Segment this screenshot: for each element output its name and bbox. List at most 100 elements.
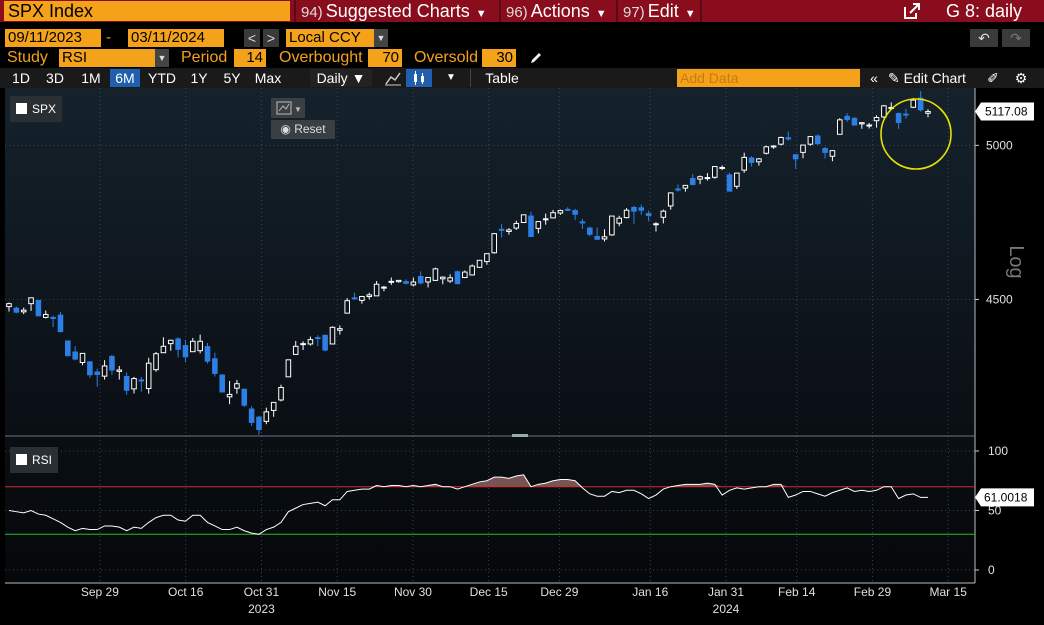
x-tick-label: Nov 15	[318, 585, 356, 599]
candle-body	[212, 358, 218, 374]
next-period-button[interactable]: >	[263, 29, 279, 47]
candle-body	[513, 222, 520, 229]
candle-body	[234, 383, 240, 389]
collapse-icon[interactable]: «	[870, 70, 878, 86]
candle-body	[903, 113, 909, 116]
candle-body	[653, 223, 659, 226]
edit-menu[interactable]: 97) Edit ▼	[623, 0, 696, 22]
candle-body	[395, 279, 402, 283]
range-button-ytd[interactable]: YTD	[148, 70, 176, 86]
legend-label: SPX	[32, 102, 57, 116]
candle-body	[836, 119, 843, 135]
candle-body	[866, 124, 872, 127]
last-price-tag	[975, 102, 1034, 121]
pencil-icon[interactable]	[528, 50, 544, 66]
candle-body	[638, 207, 645, 211]
candle-body	[616, 217, 622, 224]
candle-body	[329, 326, 336, 345]
study-select[interactable]: RSI	[59, 49, 155, 67]
candlestick-icon[interactable]	[406, 69, 432, 87]
candle-body	[417, 276, 424, 284]
plot-area[interactable]	[5, 88, 975, 583]
candle-body	[587, 227, 593, 235]
candle-body	[601, 236, 608, 240]
candle-body	[778, 136, 784, 145]
overbought-input[interactable]: 70	[368, 49, 402, 67]
candle-body	[381, 286, 387, 289]
rsi-legend[interactable]: RSI	[10, 447, 59, 473]
x-year-label: 2024	[713, 602, 740, 616]
chart-toolbar: 1D 3D 1M 6M YTD 1Y 5Y Max Daily ▼ ▼ Table Add D…	[0, 68, 1044, 88]
candle-body	[256, 416, 262, 431]
candle-body	[35, 299, 42, 317]
legend-swatch	[16, 454, 27, 465]
candle-body	[895, 113, 902, 123]
range-button-3d[interactable]: 3D	[46, 70, 64, 86]
caret-down-icon[interactable]: ▼	[374, 29, 388, 47]
candle-body	[204, 346, 211, 362]
oversold-input[interactable]: 30	[482, 49, 516, 67]
candle-body	[6, 303, 12, 308]
undo-button[interactable]: ↶	[970, 29, 998, 47]
candle-body	[881, 105, 887, 118]
panel-resize-handle	[512, 434, 528, 437]
menu-number: 94)	[301, 4, 323, 21]
candle-body	[447, 277, 453, 282]
period-input[interactable]: 14	[234, 49, 266, 67]
prev-period-button[interactable]: <	[244, 29, 260, 47]
candle-body	[292, 345, 299, 355]
candle-body	[270, 401, 277, 411]
add-data-input[interactable]: Add Data	[677, 69, 860, 87]
last-rsi-value: 61.0018	[984, 490, 1028, 504]
candle-body	[153, 353, 159, 371]
candle-body	[315, 337, 321, 340]
candle-body	[167, 339, 174, 345]
ticker-field[interactable]: SPX Index	[4, 1, 290, 21]
caret-down-icon: ▼	[684, 8, 696, 20]
candle-body	[175, 338, 181, 350]
candle-body	[631, 206, 637, 212]
edit-chart-button[interactable]: ✎ Edit Chart	[888, 69, 978, 87]
currency-select[interactable]: Local CCY	[286, 29, 374, 47]
candle-body	[13, 307, 20, 313]
candle-body	[197, 340, 203, 352]
candle-body	[138, 379, 145, 382]
candle-body	[351, 297, 358, 300]
candle-body	[623, 209, 630, 219]
range-button-1d[interactable]: 1D	[12, 70, 30, 86]
candle-body	[469, 265, 475, 276]
range-button-5y[interactable]: 5Y	[223, 70, 241, 86]
frequency-label: Daily	[316, 70, 348, 86]
candle-body	[432, 268, 439, 281]
y-tick-label: 5000	[986, 138, 1013, 152]
expand-icon[interactable]	[902, 2, 922, 20]
chart-type-dropdown[interactable]: ▼	[446, 72, 456, 83]
x-tick-label: Nov 30	[394, 585, 432, 599]
range-button-6m[interactable]: 6M	[110, 69, 140, 87]
start-date-input[interactable]: 09/11/2023	[5, 29, 101, 47]
table-button[interactable]: Table	[470, 69, 533, 87]
candle-body	[219, 374, 225, 393]
candle-body	[373, 283, 380, 297]
candle-body	[57, 314, 64, 333]
x-tick-label: Oct 31	[244, 585, 280, 599]
actions-menu[interactable]: 96) Actions ▼	[506, 0, 607, 22]
line-chart-icon[interactable]	[384, 70, 402, 86]
caret-down-icon[interactable]: ▼	[155, 49, 169, 67]
range-button-max[interactable]: Max	[254, 70, 282, 86]
chart-style-dropdown[interactable]: ▼	[271, 98, 305, 118]
frequency-select[interactable]: Daily ▼	[310, 69, 372, 87]
candle-body	[785, 137, 792, 140]
suggested-charts-menu[interactable]: 94) Suggested Charts ▼	[301, 0, 487, 22]
gear-icon[interactable]: ⚙	[1014, 70, 1028, 86]
range-button-1y[interactable]: 1Y	[190, 70, 208, 86]
price-legend[interactable]: SPX	[10, 96, 63, 122]
overbought-label: Overbought	[279, 49, 363, 66]
reset-button[interactable]: ◉ Reset	[271, 120, 335, 139]
candle-body	[65, 340, 71, 357]
end-date-input[interactable]: 03/11/2024	[128, 29, 224, 47]
range-button-1m[interactable]: 1M	[81, 70, 101, 86]
redo-button[interactable]: ↷	[1002, 29, 1030, 47]
annotate-icon[interactable]: ✐	[987, 70, 999, 86]
